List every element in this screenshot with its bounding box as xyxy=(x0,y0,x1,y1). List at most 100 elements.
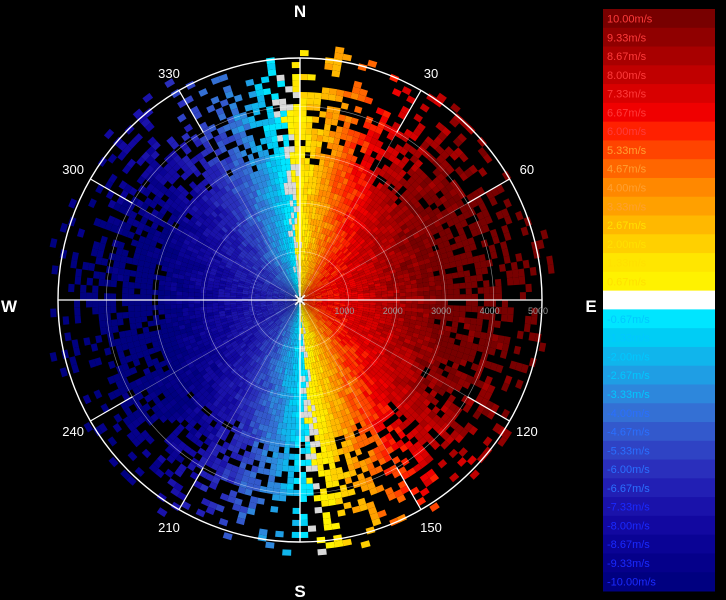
velocity-cell xyxy=(304,315,308,321)
velocity-cell xyxy=(287,363,292,370)
velocity-cell xyxy=(410,257,418,264)
velocity-cell xyxy=(172,359,180,367)
velocity-cell xyxy=(108,252,116,261)
velocity-cell xyxy=(224,309,232,314)
velocity-cell xyxy=(304,285,308,292)
velocity-cell xyxy=(309,294,315,297)
velocity-cell xyxy=(272,378,278,385)
velocity-cell xyxy=(520,363,529,374)
velocity-cell xyxy=(170,286,177,292)
velocity-cell xyxy=(353,343,360,349)
velocity-cell xyxy=(393,346,401,353)
velocity-cell xyxy=(260,293,267,296)
velocity-cell xyxy=(168,262,175,269)
velocity-cell xyxy=(297,303,300,310)
velocity-cell xyxy=(326,363,331,371)
velocity-cell xyxy=(291,531,300,538)
velocity-cell xyxy=(280,315,286,321)
velocity-cell xyxy=(322,324,328,330)
velocity-cell xyxy=(234,385,241,393)
velocity-cell xyxy=(142,349,150,357)
velocity-cell xyxy=(251,280,258,285)
velocity-cell xyxy=(324,117,332,125)
velocity-cell xyxy=(118,205,127,215)
velocity-cell xyxy=(372,209,379,217)
velocity-cell xyxy=(208,440,217,449)
velocity-cell xyxy=(517,268,525,277)
velocity-cell xyxy=(268,320,274,326)
velocity-cell xyxy=(158,304,165,310)
velocity-cell xyxy=(292,315,296,321)
velocity-cell xyxy=(362,390,370,398)
velocity-cell xyxy=(104,306,111,314)
velocity-cell xyxy=(380,237,388,245)
velocity-cell xyxy=(245,330,252,336)
velocity-cell xyxy=(377,509,387,518)
velocity-cell xyxy=(258,278,265,283)
velocity-cell xyxy=(141,272,149,279)
velocity-cell xyxy=(335,169,342,177)
velocity-cell xyxy=(254,293,261,296)
velocity-cell xyxy=(292,369,296,376)
velocity-cell xyxy=(454,166,464,176)
velocity-cell xyxy=(355,212,363,220)
velocity-cell xyxy=(361,280,368,285)
velocity-cell xyxy=(332,262,338,268)
velocity-cell xyxy=(386,312,394,317)
velocity-cell xyxy=(199,330,206,337)
velocity-cell xyxy=(280,329,284,336)
velocity-cell xyxy=(156,367,164,376)
velocity-cell xyxy=(318,385,323,392)
velocity-cell xyxy=(307,280,311,287)
velocity-cell xyxy=(381,308,388,313)
velocity-cell xyxy=(297,303,299,310)
velocity-cell xyxy=(339,306,346,310)
velocity-cell xyxy=(271,331,277,338)
velocity-cell xyxy=(332,162,340,170)
velocity-cell xyxy=(335,249,342,256)
velocity-cell xyxy=(302,218,306,225)
velocity-cell xyxy=(92,285,99,293)
velocity-cell xyxy=(478,338,486,346)
velocity-cell xyxy=(311,284,316,289)
velocity-cell xyxy=(115,226,124,235)
velocity-cell xyxy=(418,436,428,446)
velocity-cell xyxy=(423,258,431,265)
velocity-cell xyxy=(292,363,296,370)
velocity-cell xyxy=(212,407,221,415)
velocity-cell xyxy=(212,355,220,363)
velocity-cell xyxy=(285,338,289,345)
velocity-cell xyxy=(312,243,316,250)
velocity-cell xyxy=(459,252,467,260)
velocity-cell xyxy=(321,346,326,353)
velocity-cell xyxy=(241,271,248,277)
velocity-cell xyxy=(306,357,309,364)
velocity-cell xyxy=(465,282,472,289)
velocity-cell xyxy=(121,343,129,351)
velocity-cell xyxy=(407,379,415,388)
velocity-cell xyxy=(342,415,349,423)
velocity-cell xyxy=(312,285,318,291)
velocity-cell xyxy=(311,188,316,195)
velocity-cell xyxy=(455,259,463,267)
velocity-cell xyxy=(253,275,260,280)
velocity-cell xyxy=(236,291,243,294)
velocity-cell xyxy=(278,328,283,335)
velocity-cell xyxy=(193,332,201,339)
velocity-cell xyxy=(297,309,299,316)
velocity-cell xyxy=(316,355,320,362)
velocity-cell xyxy=(343,471,351,479)
velocity-cell xyxy=(398,422,407,431)
velocity-cell xyxy=(258,317,265,322)
velocity-cell xyxy=(252,484,261,492)
velocity-cell xyxy=(332,339,338,346)
velocity-cell xyxy=(311,459,318,466)
velocity-cell xyxy=(440,404,449,414)
velocity-cell xyxy=(287,411,293,418)
velocity-cell xyxy=(267,306,274,310)
velocity-cell xyxy=(275,310,281,314)
velocity-cell xyxy=(140,375,149,384)
velocity-cell xyxy=(495,364,504,374)
velocity-cell xyxy=(354,262,361,268)
velocity-cell xyxy=(354,359,362,366)
